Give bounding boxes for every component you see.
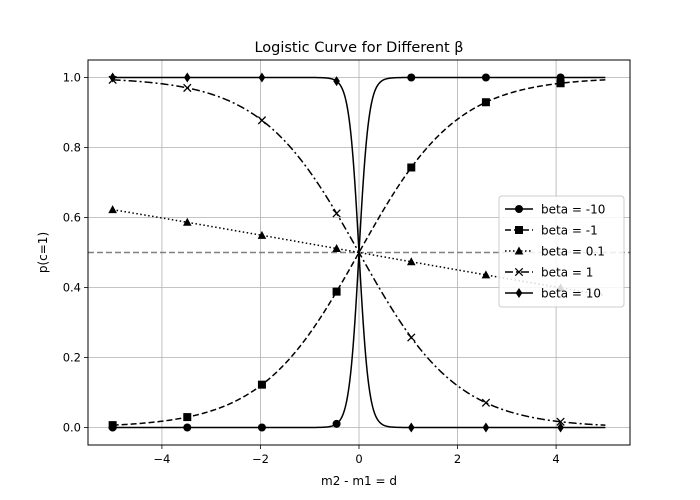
x-axis-label: m2 - m1 = d bbox=[321, 474, 397, 488]
data-point bbox=[481, 73, 490, 82]
y-tick-label: 0.2 bbox=[63, 351, 81, 365]
data-point bbox=[257, 380, 266, 389]
y-tick-label: 1.0 bbox=[63, 71, 81, 85]
data-point bbox=[481, 398, 491, 407]
data-point bbox=[182, 217, 192, 226]
data-point bbox=[332, 287, 341, 296]
data-point bbox=[482, 422, 490, 433]
data-point bbox=[183, 83, 192, 93]
legend: beta = -10 beta = -1 beta = 0.1 beta = 1 bet… bbox=[498, 195, 625, 308]
y-tick-label: 0.4 bbox=[63, 281, 81, 295]
legend-label: beta = -1 bbox=[541, 224, 598, 238]
data-point bbox=[183, 413, 192, 422]
data-point bbox=[556, 79, 565, 88]
data-point bbox=[556, 417, 565, 426]
data-point bbox=[407, 422, 415, 433]
chart-title: Logistic Curve for Different β bbox=[254, 40, 463, 56]
x-tick-label: 2 bbox=[454, 452, 461, 466]
legend-marker bbox=[514, 267, 524, 277]
axis-ticks: −4 −2 0 2 4 0.0 0.2 0.4 0.6 0.8 1.0 bbox=[63, 71, 560, 467]
data-point bbox=[109, 72, 116, 83]
data-point bbox=[108, 205, 117, 214]
series-line-1 bbox=[112, 79, 606, 426]
data-point bbox=[407, 73, 416, 82]
data-point bbox=[108, 421, 117, 430]
data-point bbox=[257, 230, 267, 239]
data-point bbox=[258, 72, 266, 83]
legend-label: beta = 0.1 bbox=[541, 245, 605, 259]
x-tick-label: 4 bbox=[552, 452, 559, 466]
legend-label: beta = 1 bbox=[541, 266, 593, 280]
data-point bbox=[332, 244, 341, 253]
series-line-4 bbox=[112, 76, 606, 429]
data-point bbox=[257, 423, 266, 432]
data-point bbox=[257, 116, 267, 125]
data-point bbox=[183, 72, 191, 83]
legend-marker bbox=[515, 226, 523, 234]
data-point bbox=[406, 257, 416, 266]
x-tick-label: −2 bbox=[252, 452, 269, 466]
legend-label: beta = 10 bbox=[541, 287, 601, 301]
legend-marker bbox=[515, 205, 523, 213]
legend-box bbox=[498, 195, 625, 308]
marker-layer bbox=[108, 72, 565, 433]
y-tick-label: 0.6 bbox=[63, 211, 81, 225]
data-point bbox=[332, 419, 341, 428]
legend-marker bbox=[514, 246, 524, 255]
data-point bbox=[332, 209, 341, 218]
data-point bbox=[557, 422, 564, 433]
data-point bbox=[183, 423, 192, 432]
data-point bbox=[407, 333, 416, 342]
y-tick-label: 0.8 bbox=[63, 141, 81, 155]
data-point bbox=[481, 270, 491, 279]
data-point bbox=[481, 98, 490, 107]
legend-marker bbox=[515, 288, 523, 298]
data-point bbox=[407, 163, 416, 172]
x-tick-label: 0 bbox=[355, 452, 362, 466]
data-point bbox=[333, 76, 340, 87]
x-tick-label: −4 bbox=[153, 452, 170, 466]
legend-label: beta = -10 bbox=[541, 203, 605, 217]
y-tick-label: 0.0 bbox=[63, 421, 81, 435]
y-axis-label: p(c=1) bbox=[36, 232, 50, 273]
